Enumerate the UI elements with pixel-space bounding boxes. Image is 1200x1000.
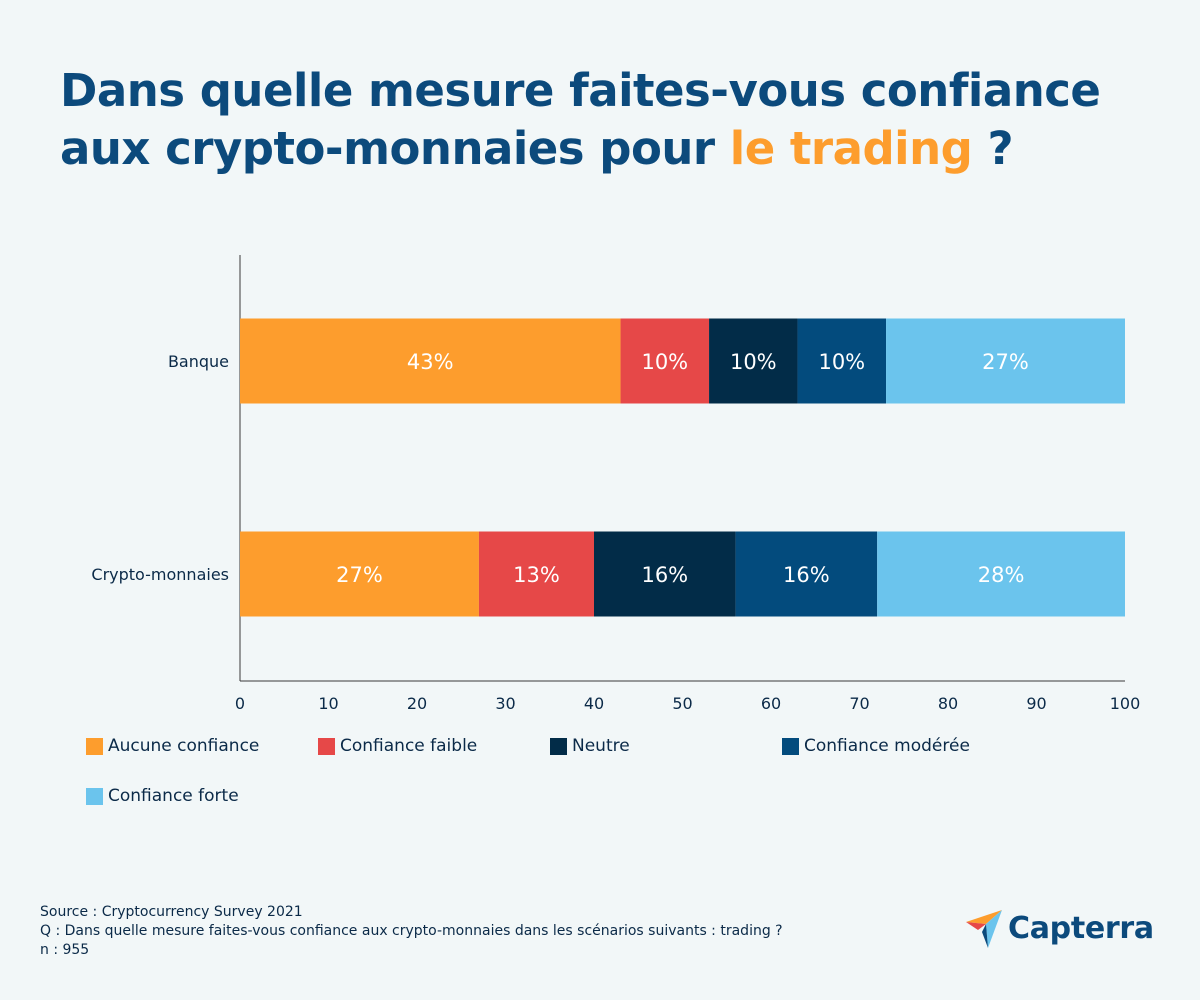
legend-swatch: [86, 737, 103, 755]
bar-segment: [594, 531, 736, 617]
x-tick-label: 60: [761, 694, 781, 713]
bar-segment: [797, 318, 887, 404]
capterra-logo-text: Capterra: [1008, 910, 1154, 946]
chart-title: Dans quelle mesure faites-vous confiance…: [60, 62, 1160, 178]
legend-label: Confiance faible: [340, 736, 478, 756]
x-tick-label: 30: [495, 694, 515, 713]
x-tick-label: 40: [584, 694, 604, 713]
legend-item: Confiance modérée: [782, 736, 1014, 756]
bar-segment: [478, 531, 594, 617]
chart-legend: Aucune confiance Confiance faible Neutre Co…: [86, 736, 1146, 806]
legend-label: Confiance forte: [108, 786, 239, 806]
legend-swatch: [782, 737, 799, 755]
x-tick-label: 20: [407, 694, 427, 713]
legend-item: Confiance forte: [86, 786, 318, 806]
title-suffix: ?: [972, 122, 1014, 175]
x-tick-label: 100: [1110, 694, 1141, 713]
x-tick-label: 70: [849, 694, 869, 713]
question-line: Q : Dans quelle mesure faites-vous confi…: [40, 923, 783, 939]
x-tick-label: 50: [672, 694, 692, 713]
title-line-1: Dans quelle mesure faites-vous confiance: [60, 64, 1101, 117]
x-tick-label: 0: [235, 694, 245, 713]
category-label: Crypto-monnaies: [91, 565, 229, 584]
legend-swatch: [86, 787, 103, 805]
data-label: 13%: [513, 563, 560, 587]
source-notes: Source : Cryptocurrency Survey 2021 Q : …: [40, 903, 783, 960]
x-tick-label: 90: [1026, 694, 1046, 713]
bar-segment: [240, 318, 621, 404]
legend-item: Neutre: [550, 736, 782, 756]
legend-swatch: [318, 737, 335, 755]
title-line-2-prefix: aux crypto-monnaies pour: [60, 122, 730, 175]
legend-item: Aucune confiance: [86, 736, 318, 756]
capterra-arrow-icon: [966, 910, 1002, 948]
data-label: 10%: [818, 350, 865, 374]
legend-label: Neutre: [572, 736, 630, 756]
bar-segment: [886, 318, 1125, 404]
bar-segment: [735, 531, 878, 617]
bar-segment: [240, 531, 479, 617]
capterra-logo: Capterra: [964, 908, 1154, 948]
legend-label: Aucune confiance: [108, 736, 260, 756]
legend-swatch: [550, 737, 567, 755]
data-label: 10%: [730, 350, 777, 374]
title-highlight: le trading: [729, 122, 973, 175]
data-label: 10%: [641, 350, 688, 374]
data-label: 43%: [407, 350, 454, 374]
legend-item: Confiance faible: [318, 736, 550, 756]
bar-segment: [709, 318, 798, 404]
data-label: 28%: [978, 563, 1025, 587]
bar-segment: [877, 531, 1125, 617]
data-label: 27%: [336, 563, 383, 587]
data-label: 16%: [641, 563, 688, 587]
x-tick-label: 80: [938, 694, 958, 713]
x-tick-label: 10: [318, 694, 338, 713]
source-line: Source : Cryptocurrency Survey 2021: [40, 904, 303, 920]
bar-segment: [620, 318, 710, 404]
data-label: 27%: [982, 350, 1029, 374]
data-label: 16%: [783, 563, 830, 587]
sample-size-line: n : 955: [40, 942, 90, 958]
category-label: Banque: [168, 352, 229, 371]
legend-label: Confiance modérée: [804, 736, 970, 756]
